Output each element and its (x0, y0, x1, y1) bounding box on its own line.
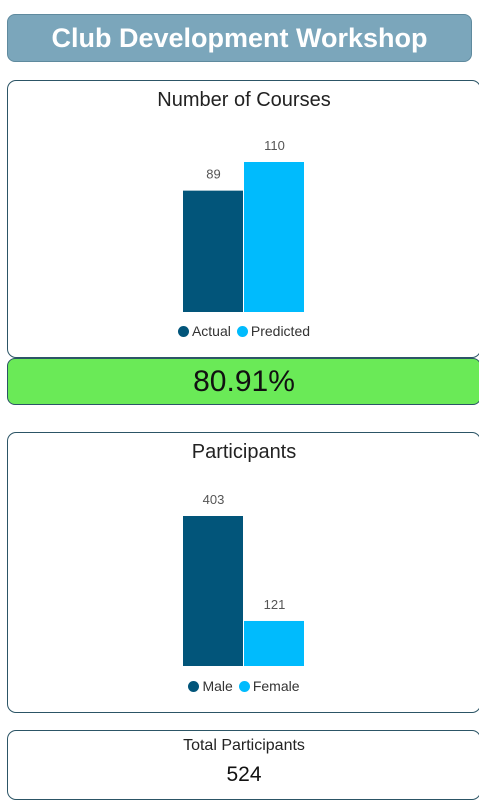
legend-item: Male (188, 678, 233, 694)
total-card: Total Participants 524 (7, 730, 479, 800)
legend-item: Predicted (236, 323, 311, 339)
bar (244, 620, 304, 666)
legend-swatch (238, 680, 250, 692)
data-label: 89 (206, 167, 220, 182)
legend-label: Predicted (250, 323, 311, 339)
legend-label: Male (202, 678, 233, 694)
legend: Male Female (8, 678, 479, 694)
data-label: 403 (203, 492, 225, 507)
bar (183, 516, 243, 666)
legend-swatch (188, 680, 200, 692)
chart-card: 89 110 Number of Courses Actual Predicted (7, 80, 479, 358)
chart-title: Participants (191, 441, 297, 463)
legend-label: Actual (191, 323, 231, 339)
legend: Actual Predicted (8, 323, 479, 339)
legend-swatch (177, 325, 189, 337)
chart: 403 121 (183, 492, 304, 666)
total-value: 524 (226, 763, 262, 786)
kpi-value: 80.91% (7, 358, 479, 405)
chart-title: Number of Courses (157, 89, 331, 111)
bar (244, 162, 304, 312)
header-title: Club Development Workshop (7, 14, 472, 62)
data-label: 121 (264, 597, 286, 612)
legend-item: Female (238, 678, 300, 694)
legend-label: Female (252, 678, 300, 694)
chart: 89 110 (183, 138, 304, 312)
legend-swatch (236, 325, 248, 337)
bar (183, 190, 243, 312)
chart-card: 403 121 Participants Male Female (7, 432, 479, 713)
total-label: Total Participants (183, 737, 305, 754)
legend-item: Actual (177, 323, 231, 339)
data-label: 110 (264, 138, 285, 153)
